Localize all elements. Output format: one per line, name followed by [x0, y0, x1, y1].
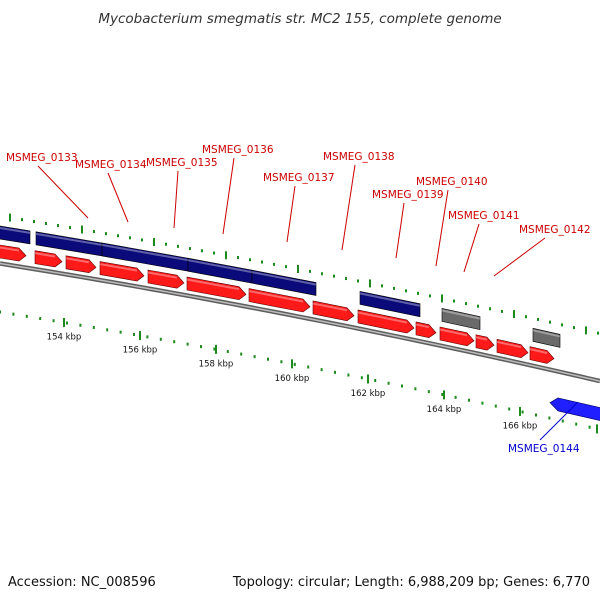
- gene-leader-line: [341, 164, 356, 251]
- cds-track: [0, 225, 561, 348]
- gene-label: MSMEG_0138: [323, 151, 395, 163]
- gene-leader-line: [222, 157, 235, 235]
- arrow-highlight: [34, 252, 56, 258]
- forward-gene-arrow: [65, 255, 97, 274]
- block-highlight: [251, 271, 317, 286]
- gray-feature-block: [532, 327, 561, 348]
- block-highlight: [101, 243, 189, 262]
- arrow-highlight: [475, 336, 488, 341]
- arrow-highlight: [248, 290, 304, 303]
- arrow-highlight: [439, 328, 468, 337]
- gray-feature-block: [441, 308, 481, 330]
- scale-tick-label: 160 kbp: [275, 374, 310, 384]
- block-highlight: [0, 226, 31, 234]
- cds-block: [0, 225, 31, 245]
- gene-label: MSMEG_0136: [202, 144, 274, 156]
- backbone-track: [0, 261, 600, 384]
- block-highlight: [359, 292, 421, 307]
- gene-label: MSMEG_0139: [372, 189, 444, 201]
- forward-gene-arrow: [475, 334, 495, 351]
- arrow-highlight: [529, 348, 548, 354]
- arrow-highlight: [357, 311, 408, 324]
- block-highlight: [441, 309, 481, 320]
- gene-label: MSMEG_0135: [146, 157, 218, 169]
- forward-gene-arrow: [99, 261, 145, 282]
- cds-block: [359, 291, 421, 318]
- forward-gene-arrow: [496, 338, 529, 358]
- scale-tick-label: 164 kbp: [427, 405, 462, 415]
- gene-label: MSMEG_0134: [75, 159, 147, 171]
- scale-tick-label: 162 kbp: [351, 389, 386, 399]
- block-highlight: [35, 232, 103, 246]
- gene-leader-line: [493, 237, 546, 277]
- map-title: Mycobacterium smegmatis str. MC2 155, co…: [98, 11, 501, 27]
- gene-label: MSMEG_0137: [263, 172, 335, 184]
- gene-leader-line: [286, 185, 296, 243]
- forward-gene-arrow: [529, 346, 555, 364]
- gene-leader-line: [173, 170, 179, 229]
- cds-block: [251, 269, 317, 296]
- forward-gene-arrow: [147, 269, 185, 289]
- forward-gene-arrow: [357, 309, 415, 334]
- gene-leader-line: [37, 165, 89, 219]
- arrow-highlight: [65, 257, 90, 264]
- forward-gene-arrow: [34, 250, 63, 268]
- arrow-highlight: [312, 302, 348, 312]
- gene-leader-line: [539, 401, 579, 441]
- arrow-highlight: [147, 271, 178, 279]
- gene-label: MSMEG_0140: [416, 176, 488, 188]
- scale-tick-track: 154 kbp 156 kbp 158 kbp 160 kbp 162 kbp 164 k…: [0, 310, 598, 434]
- outer-tick-track: [9, 213, 599, 335]
- forward-gene-arrow: [248, 288, 311, 313]
- arrow-highlight: [99, 263, 138, 272]
- accession-text: Accession: NC_008596: [8, 575, 156, 590]
- gene-leader-line: [463, 223, 480, 273]
- scale-tick-label: 156 kbp: [123, 346, 158, 356]
- genome-summary-text: Topology: circular; Length: 6,988,209 bp…: [232, 575, 590, 590]
- forward-gene-arrow: [0, 244, 27, 262]
- gene-leader-line: [107, 172, 129, 223]
- reverse-gene-arrow: [549, 397, 600, 421]
- backbone-highlight: [0, 262, 600, 382]
- block-highlight: [532, 329, 561, 338]
- forward-gene-arrow: [415, 321, 437, 339]
- scale-tick-label: 154 kbp: [47, 332, 82, 342]
- arrow-highlight: [0, 246, 20, 252]
- scale-tick-label: 166 kbp: [503, 421, 538, 431]
- gene-label: MSMEG_0142: [519, 224, 591, 236]
- gene-leader-line: [435, 189, 449, 267]
- gene-label: MSMEG_0141: [448, 210, 520, 222]
- arrow-highlight: [186, 278, 240, 291]
- forward-gene-arrow: [312, 300, 355, 322]
- gene-leader-line: [395, 202, 405, 259]
- forward-gene-arrow: [186, 276, 247, 300]
- scale-tick-label: 158 kbp: [199, 359, 234, 369]
- arrow-highlight: [496, 340, 522, 349]
- arrow-highlight: [415, 323, 430, 329]
- reverse-gene-track: [549, 397, 600, 421]
- forward-gene-track: [0, 244, 555, 364]
- block-highlight: [187, 259, 253, 274]
- forward-gene-arrow: [439, 326, 475, 347]
- gene-label: MSMEG_0144: [508, 443, 580, 455]
- gene-label: MSMEG_0133: [6, 152, 78, 164]
